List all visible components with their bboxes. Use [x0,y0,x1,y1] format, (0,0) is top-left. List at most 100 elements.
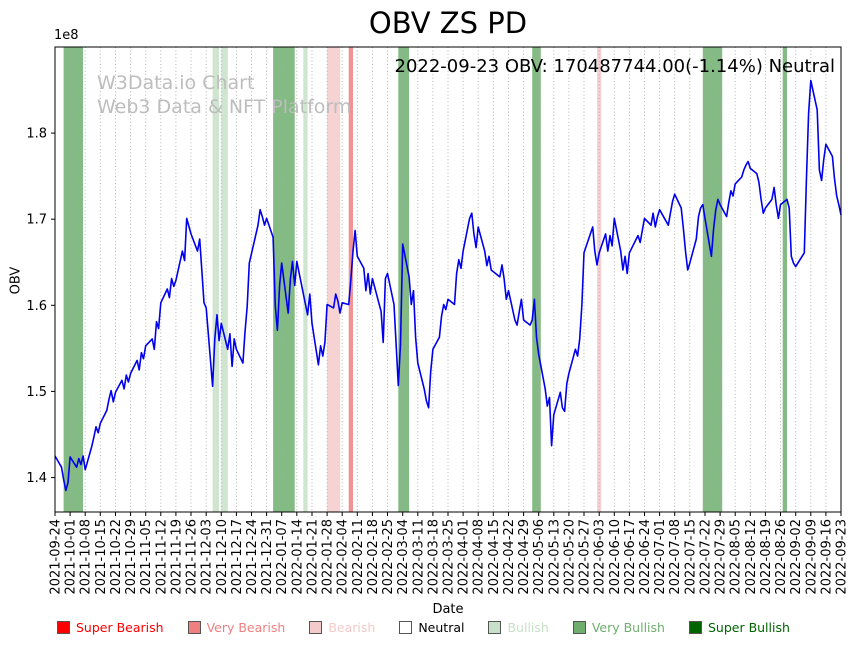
x-tick-label: 2022-02-04 [336,519,351,595]
signal-band-bullish [303,47,308,512]
legend-item-super-bearish: Super Bearish [57,620,164,635]
x-tick-label: 2022-05-13 [547,519,562,595]
x-axis-label: Date [432,602,464,617]
neutral-swatch [399,621,413,634]
legend: Super Bearish Very Bearish Bearish Neutr… [57,620,790,635]
x-tick-label: 2022-03-11 [411,519,426,595]
y-tick-label: 1.7 [26,213,47,228]
signal-band-very-bullish [532,47,541,512]
x-tick-label: 2022-01-21 [306,519,321,595]
watermark-line1: W3Data.io Chart [97,72,255,94]
signal-band-bearish [597,47,602,512]
x-tick-label: 2021-12-10 [215,519,230,595]
x-tick-label: 2022-05-20 [562,519,577,595]
legend-label: Bearish [328,620,376,635]
x-tick-label: 2022-08-12 [744,519,759,595]
bullish-swatch [488,621,502,634]
x-tick-label: 2022-01-14 [290,519,305,595]
x-tick-label: 2021-10-08 [79,519,94,595]
x-tick-label: 2021-10-01 [64,519,79,595]
x-tick-label: 2021-11-05 [139,519,154,595]
x-tick-label: 2021-11-26 [185,519,200,595]
chart-title: OBV ZS PD [368,6,528,40]
x-tick-label: 2022-09-09 [804,519,819,595]
y-tick-label: 1.6 [26,299,47,314]
x-tick-label: 2021-10-29 [124,519,139,595]
x-tick-label: 2021-09-24 [49,519,64,595]
x-tick-label: 2021-12-17 [230,519,245,595]
x-tick-label: 2022-07-22 [699,519,714,595]
signal-band-very-bullish [702,47,723,512]
signal-band-bullish [212,47,220,512]
x-tick-label: 2022-08-26 [774,519,789,595]
obv-series-line [54,79,842,492]
signal-band-bearish [327,47,341,512]
very-bearish-swatch [187,621,201,634]
x-tick-label: 2022-06-24 [638,519,653,595]
x-tick-label: 2022-04-08 [472,519,487,595]
y-axis-label: OBV [8,266,24,295]
y-axis-ticks: 1.4 1.5 1.6 1.7 1.8 [26,127,55,486]
x-tick-label: 2021-12-31 [260,519,275,595]
y-axis-offset-label: 1e8 [54,28,79,43]
y-tick-label: 1.5 [26,385,47,400]
x-tick-label: 2022-07-01 [653,519,668,595]
x-tick-label: 2022-06-10 [608,519,623,595]
x-tick-label: 2021-10-22 [109,519,124,595]
legend-label: Very Bearish [206,620,286,635]
x-tick-label: 2021-12-03 [200,519,215,595]
x-tick-label: 2022-08-19 [759,519,774,595]
x-tick-label: 2022-04-22 [502,519,517,595]
bearish-swatch [309,621,323,634]
x-tick-label: 2022-03-18 [426,519,441,595]
x-tick-label: 2021-11-12 [154,519,169,595]
legend-item-very-bearish: Very Bearish [187,620,286,635]
x-tick-label: 2022-01-07 [275,519,290,595]
x-tick-label: 2022-02-11 [351,519,366,595]
signal-band-bullish [221,47,228,512]
x-tick-label: 2022-03-04 [396,519,411,595]
x-tick-label: 2022-06-03 [593,519,608,595]
x-tick-label: 2022-07-08 [668,519,683,595]
legend-label: Super Bearish [76,620,164,635]
legend-label: Super Bullish [707,620,790,635]
x-axis-ticks: 2021-09-24 2021-10-01 2021-10-08 2021-10-15… [49,512,850,595]
watermark: W3Data.io Chart Web3 Data & NFT Platform [97,71,351,119]
x-tick-label: 2022-03-25 [442,519,457,595]
watermark-line2: Web3 Data & NFT Platform [97,96,352,118]
x-tick-label: 2021-12-24 [245,519,260,595]
legend-item-bullish: Bullish [488,620,549,635]
x-tick-label: 2021-10-15 [94,519,109,595]
x-tick-label: 2021-11-19 [169,519,184,595]
x-tick-label: 2022-09-23 [835,519,850,595]
signal-band-very-bullish [63,47,83,512]
y-tick-label: 1.4 [26,471,47,486]
x-tick-label: 2022-05-06 [532,519,547,595]
x-tick-label: 2022-04-01 [457,519,472,595]
x-tick-label: 2022-07-29 [714,519,729,595]
super-bullish-swatch [688,621,702,634]
legend-item-very-bullish: Very Bullish [572,620,665,635]
legend-label: Very Bullish [591,620,665,635]
x-tick-label: 2022-02-25 [381,519,396,595]
x-tick-label: 2022-04-29 [517,519,532,595]
signal-band-very-bullish [782,47,787,512]
x-tick-label: 2022-05-27 [578,519,593,595]
x-tick-label: 2022-06-17 [623,519,638,595]
super-bearish-swatch [57,621,70,634]
x-tick-label: 2022-04-15 [487,519,502,595]
y-tick-label: 1.8 [26,127,47,142]
x-tick-label: 2022-08-05 [729,519,744,595]
x-tick-label: 2022-02-18 [366,519,381,595]
x-tick-label: 2022-09-02 [789,519,804,595]
legend-item-super-bullish: Super Bullish [688,620,790,635]
legend-label: Neutral [418,620,465,635]
legend-item-bearish: Bearish [309,620,375,635]
signal-band-very-bullish [398,47,410,512]
x-tick-label: 2022-07-15 [683,519,698,595]
legend-label: Bullish [507,620,549,635]
x-tick-label: 2022-09-16 [819,519,834,595]
x-tick-label: 2022-01-28 [321,519,336,595]
